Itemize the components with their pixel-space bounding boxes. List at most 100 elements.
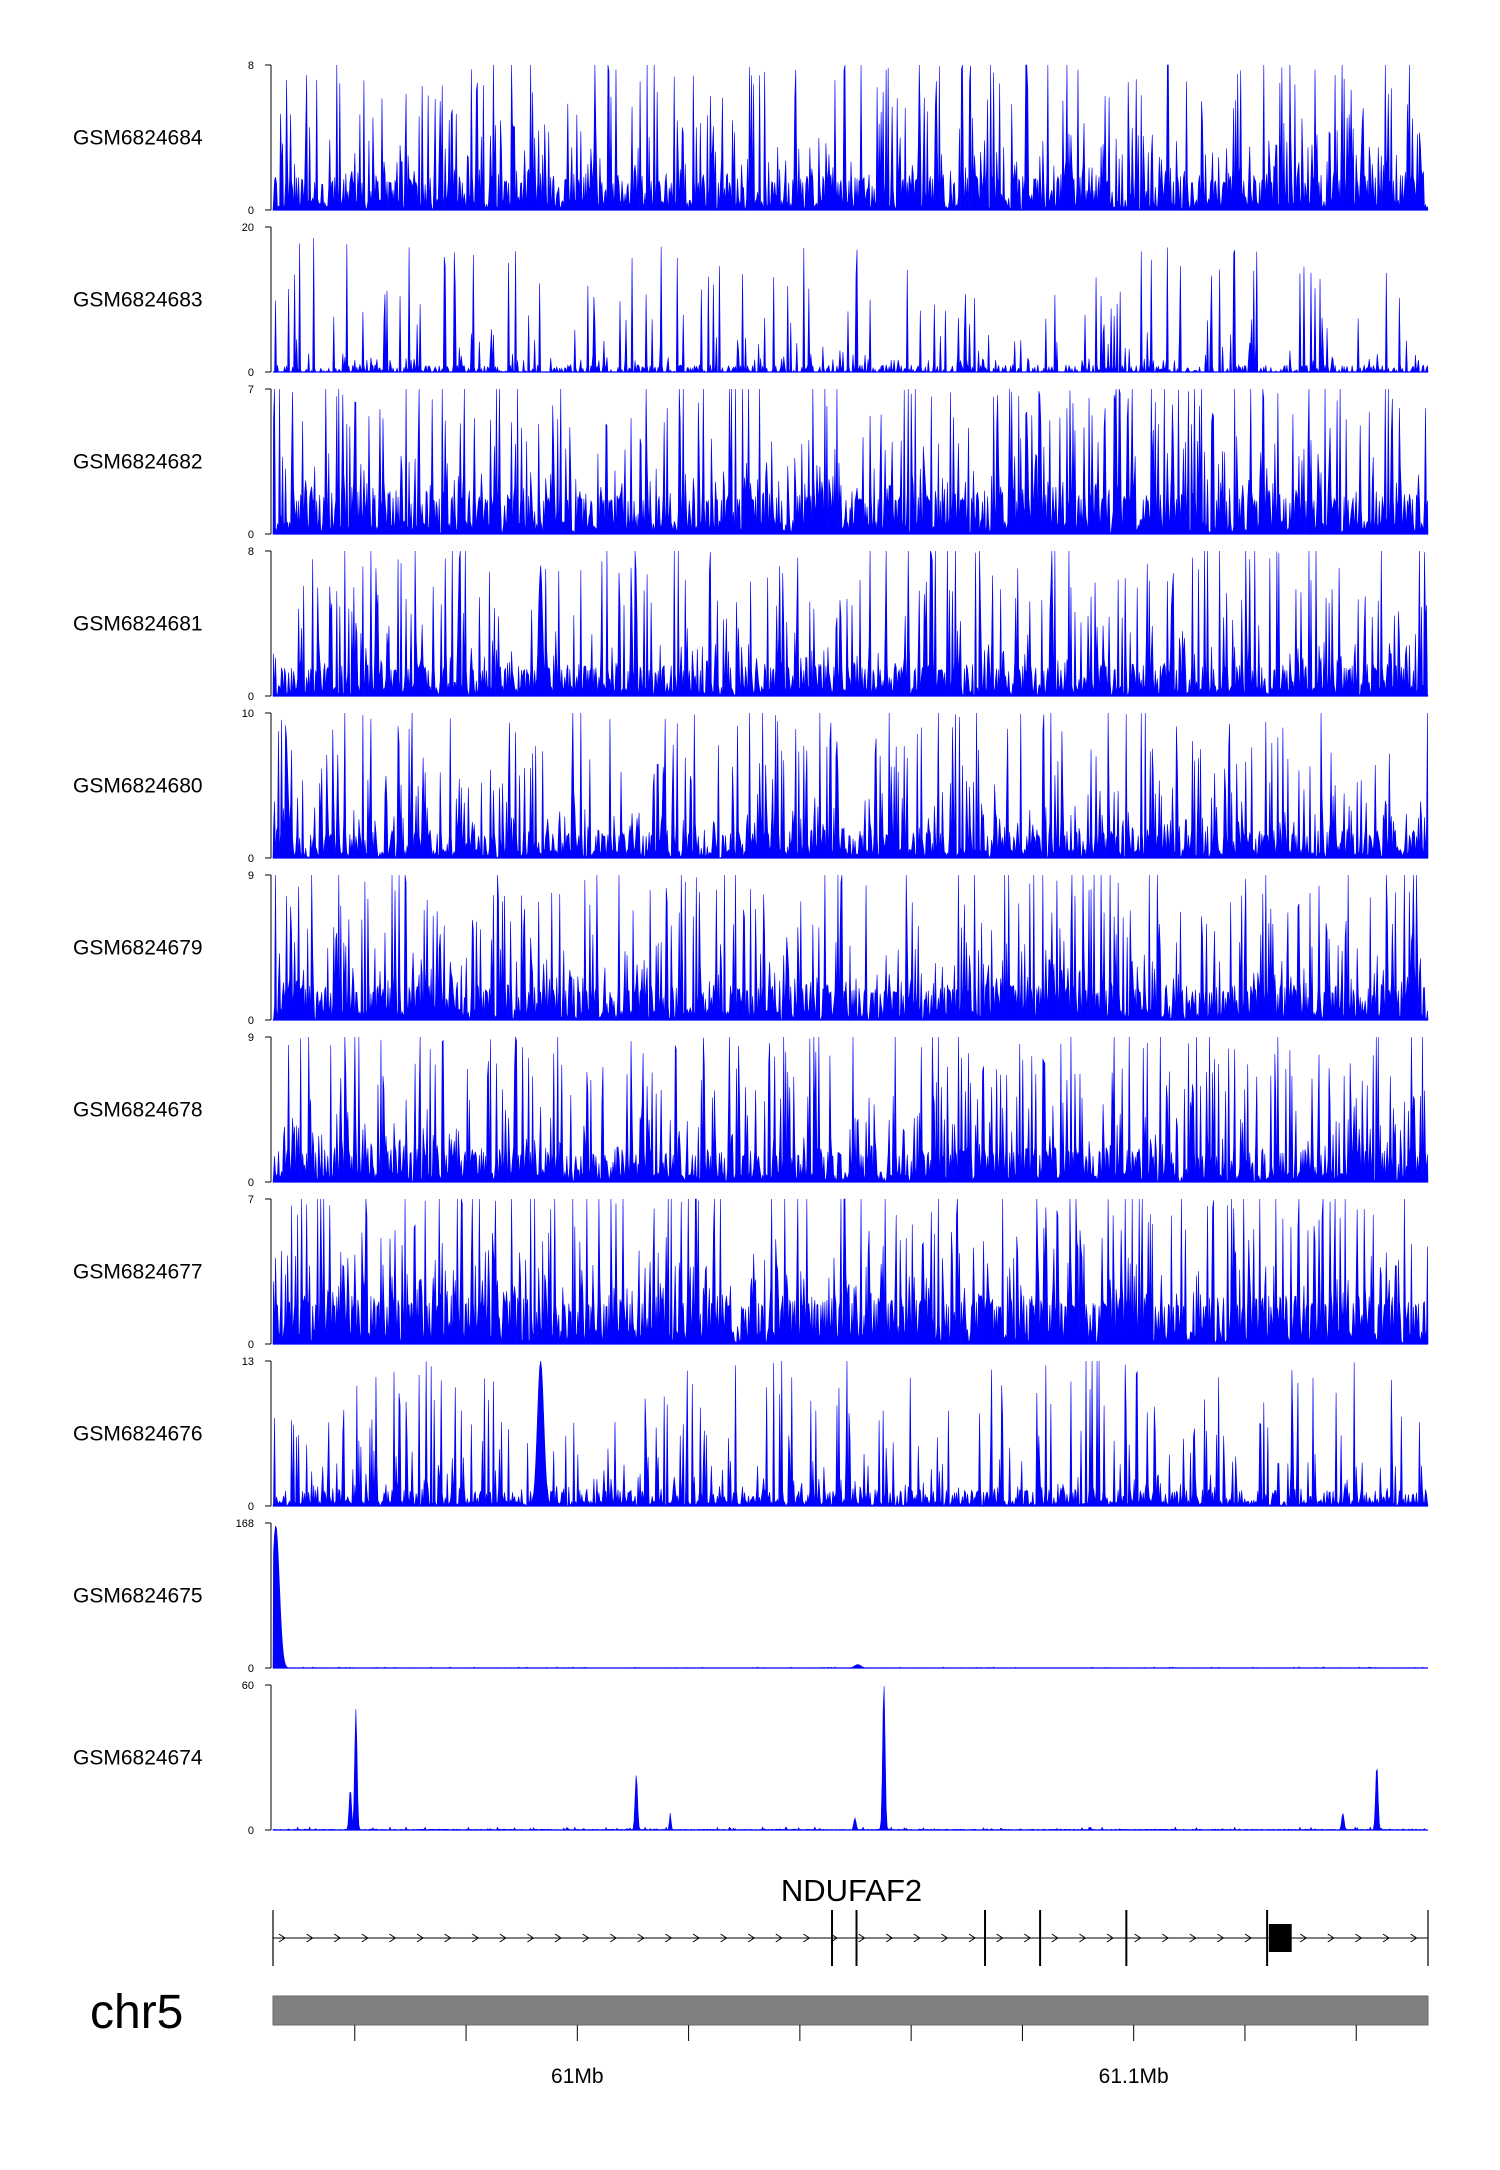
signal-tracks: GSM682468480GSM6824683200GSM682468270GSM…: [73, 60, 1429, 1837]
chromosome-label: chr5: [90, 1986, 183, 2039]
track-label: GSM6824681: [73, 613, 203, 636]
signal-area: [272, 1198, 1429, 1345]
track-label: GSM6824679: [73, 937, 203, 960]
strand-arrow: [1355, 1933, 1363, 1943]
y-max-label: 8: [248, 546, 254, 558]
track-label: GSM6824684: [73, 127, 203, 150]
track-label: GSM6824674: [73, 1747, 203, 1770]
strand-arrow: [913, 1933, 921, 1943]
strand-arrow: [747, 1933, 756, 1943]
y-min-label: 0: [248, 1339, 254, 1351]
y-max-label: 20: [242, 222, 254, 234]
y-min-label: 0: [248, 691, 254, 703]
chromosome-band: [272, 1995, 1429, 2026]
track-label: GSM6824677: [73, 1261, 203, 1284]
gene-exon: [1039, 1910, 1042, 1966]
strand-arrow: [1382, 1933, 1390, 1943]
y-max-label: 8: [248, 60, 254, 72]
y-min-label: 0: [248, 853, 254, 865]
signal-area: [272, 874, 1429, 1021]
strand-arrow: [1299, 1933, 1308, 1943]
strand-arrow: [1106, 1933, 1114, 1943]
signal-area: [272, 712, 1429, 860]
strand-arrow: [1079, 1933, 1087, 1943]
track-GSM6824680: GSM6824680 10 0: [73, 708, 1429, 865]
track-label: GSM6824675: [73, 1585, 203, 1608]
y-min-label: 0: [248, 205, 254, 217]
strand-arrow: [471, 1933, 480, 1943]
signal-area: [273, 238, 1429, 374]
gene-exon: [1266, 1910, 1269, 1966]
strand-arrow: [582, 1933, 590, 1943]
strand-arrow: [444, 1933, 452, 1943]
gene-exon: [1268, 1924, 1292, 1952]
strand-arrow: [803, 1933, 811, 1943]
strand-arrow: [278, 1933, 286, 1943]
strand-arrow: [416, 1933, 424, 1943]
track-GSM6824674: GSM6824674 60 0: [73, 1680, 1429, 1837]
y-max-label: 7: [248, 1194, 254, 1206]
strand-arrow: [1189, 1933, 1197, 1943]
strand-arrow: [1023, 1933, 1032, 1943]
gene-exon: [855, 1910, 858, 1966]
strand-arrow: [692, 1933, 700, 1943]
strand-arrow: [1134, 1933, 1142, 1943]
strand-arrow: [637, 1933, 645, 1943]
strand-arrow: [1410, 1933, 1418, 1943]
strand-arrow: [665, 1933, 673, 1943]
y-max-label: 168: [236, 1518, 254, 1530]
strand-arrow: [499, 1933, 507, 1943]
strand-arrow: [609, 1933, 618, 1943]
strand-arrow: [775, 1933, 783, 1943]
track-GSM6824677: GSM6824677 7 0: [73, 1194, 1429, 1351]
y-min-label: 0: [248, 367, 254, 379]
y-min-label: 0: [248, 1663, 254, 1675]
strand-arrow: [1327, 1933, 1335, 1943]
strand-arrow: [333, 1933, 342, 1943]
track-GSM6824678: GSM6824678 9 0: [73, 1032, 1429, 1189]
strand-arrow: [885, 1933, 894, 1943]
strand-arrow: [720, 1933, 728, 1943]
strand-arrow: [1217, 1933, 1225, 1943]
strand-arrow: [1161, 1933, 1170, 1943]
signal-area: [272, 550, 1429, 697]
gene-track: NDUFAF2: [272, 1873, 1429, 1966]
strand-arrow: [941, 1933, 949, 1943]
y-min-label: 0: [248, 1015, 254, 1027]
gene-exon: [984, 1910, 987, 1966]
track-GSM6824682: GSM6824682 7 0: [73, 384, 1429, 541]
signal-area: [272, 1686, 1429, 1831]
strand-arrow: [389, 1933, 397, 1943]
track-label: GSM6824682: [73, 451, 203, 474]
signal-area: [272, 1036, 1429, 1183]
track-label: GSM6824678: [73, 1099, 203, 1122]
gene-exon: [1125, 1910, 1128, 1966]
track-GSM6824676: GSM6824676 13 0: [73, 1356, 1429, 1513]
y-max-label: 13: [242, 1356, 254, 1368]
chromosome-ideogram: chr5 61Mb 61.1Mb: [90, 1986, 1429, 2088]
signal-area: [272, 1360, 1429, 1507]
track-GSM6824681: GSM6824681 8 0: [73, 546, 1429, 703]
strand-arrow: [996, 1933, 1004, 1943]
gene-exon: [831, 1910, 834, 1966]
track-GSM6824683: GSM6824683 20 0: [73, 222, 1429, 379]
y-min-label: 0: [248, 1825, 254, 1837]
signal-area: [272, 1525, 1429, 1669]
signal-area: [272, 64, 1429, 211]
track-GSM6824675: GSM6824675 168 0: [73, 1518, 1429, 1675]
track-label: GSM6824683: [73, 289, 203, 312]
strand-arrow: [858, 1933, 866, 1943]
track-label: GSM6824680: [73, 775, 203, 798]
track-label: GSM6824676: [73, 1423, 203, 1446]
axis-tick-label: 61Mb: [551, 2065, 604, 2088]
strand-arrow: [361, 1933, 369, 1943]
y-min-label: 0: [248, 529, 254, 541]
strand-arrow: [554, 1933, 562, 1943]
y-min-label: 0: [248, 1501, 254, 1513]
axis-tick-label: 61.1Mb: [1099, 2065, 1169, 2088]
signal-area: [272, 388, 1429, 535]
track-GSM6824679: GSM6824679 9 0: [73, 870, 1429, 1027]
y-min-label: 0: [248, 1177, 254, 1189]
strand-arrow: [527, 1933, 535, 1943]
